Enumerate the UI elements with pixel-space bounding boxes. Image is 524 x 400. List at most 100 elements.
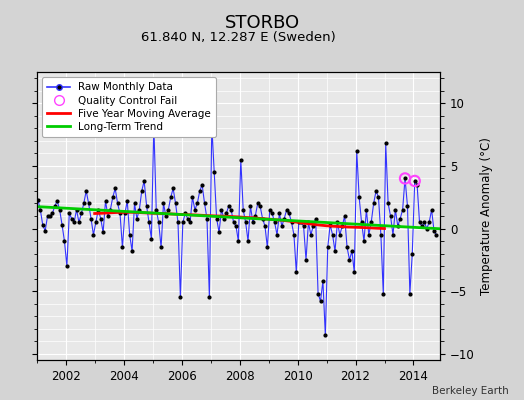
Point — [282, 206, 291, 213]
Point — [138, 188, 146, 194]
Point — [174, 219, 182, 226]
Point — [101, 198, 110, 204]
Point — [362, 206, 370, 213]
Point — [183, 215, 192, 222]
Point — [408, 250, 417, 257]
Point — [425, 219, 433, 226]
Point — [123, 198, 132, 204]
Point — [193, 200, 202, 207]
Point — [256, 203, 264, 209]
Point — [34, 196, 42, 203]
Point — [217, 206, 226, 213]
Point — [70, 219, 78, 226]
Point — [316, 298, 325, 304]
Point — [36, 206, 45, 213]
Point — [418, 223, 426, 229]
Point — [357, 219, 366, 226]
Point — [410, 178, 419, 184]
Point — [224, 203, 233, 209]
Point — [234, 238, 243, 244]
Point — [43, 213, 52, 219]
Point — [135, 206, 144, 213]
Point — [84, 200, 93, 207]
Point — [200, 200, 209, 207]
Point — [222, 210, 231, 217]
Point — [416, 219, 424, 226]
Title: 61.840 N, 12.287 E (Sweden): 61.840 N, 12.287 E (Sweden) — [141, 32, 336, 44]
Point — [82, 188, 90, 194]
Point — [345, 257, 354, 263]
Point — [381, 140, 390, 146]
Point — [335, 232, 344, 238]
Point — [350, 269, 358, 276]
Point — [374, 194, 383, 200]
Point — [121, 210, 129, 217]
Point — [338, 223, 346, 229]
Point — [389, 232, 397, 238]
Point — [321, 332, 330, 338]
Point — [299, 223, 308, 229]
Point — [365, 232, 373, 238]
Point — [205, 294, 214, 300]
Point — [401, 175, 409, 182]
Point — [164, 206, 172, 213]
Point — [413, 182, 421, 188]
Point — [118, 244, 127, 250]
Point — [384, 200, 392, 207]
Point — [273, 232, 281, 238]
Point — [39, 222, 47, 228]
Point — [280, 215, 289, 222]
Point — [309, 223, 318, 229]
Point — [104, 213, 112, 219]
Point — [396, 215, 405, 222]
Point — [263, 244, 271, 250]
Point — [348, 248, 356, 254]
Point — [432, 232, 441, 238]
Point — [304, 219, 313, 226]
Point — [53, 198, 61, 204]
Point — [369, 200, 378, 207]
Point — [268, 210, 276, 217]
Point — [379, 290, 387, 297]
Point — [203, 215, 211, 222]
Point — [212, 215, 221, 222]
Point — [242, 219, 250, 226]
Point — [157, 244, 165, 250]
Point — [58, 222, 66, 228]
Point — [179, 219, 187, 226]
Point — [428, 206, 436, 213]
Point — [145, 219, 153, 226]
Point — [147, 235, 156, 242]
Point — [355, 194, 363, 200]
Point — [108, 194, 117, 200]
Point — [99, 229, 107, 236]
Point — [143, 203, 151, 209]
Point — [410, 178, 419, 184]
Point — [394, 223, 402, 229]
Point — [237, 156, 245, 163]
Point — [314, 290, 322, 297]
Point — [140, 178, 148, 184]
Point — [176, 294, 184, 300]
Point — [116, 210, 124, 217]
Point — [171, 200, 180, 207]
Point — [215, 229, 223, 236]
Point — [181, 210, 189, 217]
Point — [422, 225, 431, 232]
Point — [287, 219, 296, 226]
Point — [377, 232, 385, 238]
Point — [246, 203, 255, 209]
Point — [198, 182, 206, 188]
Point — [167, 194, 175, 200]
Y-axis label: Temperature Anomaly (°C): Temperature Anomaly (°C) — [480, 137, 493, 295]
Point — [186, 219, 194, 226]
Point — [341, 213, 349, 219]
Point — [80, 200, 88, 207]
Point — [155, 219, 163, 226]
Point — [294, 219, 303, 226]
Point — [406, 290, 414, 297]
Text: STORBO: STORBO — [224, 14, 300, 32]
Legend: Raw Monthly Data, Quality Control Fail, Five Year Moving Average, Long-Term Tren: Raw Monthly Data, Quality Control Fail, … — [42, 77, 216, 137]
Point — [323, 244, 332, 250]
Point — [72, 206, 81, 213]
